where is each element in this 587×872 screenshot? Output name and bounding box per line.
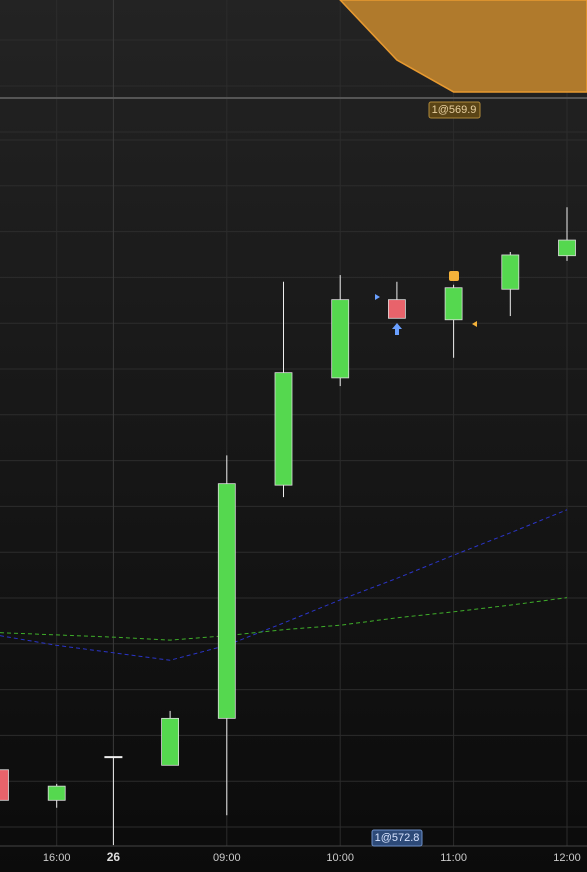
- candle-body: [501, 254, 520, 290]
- order-marker: [449, 271, 459, 281]
- x-tick-label: 26: [107, 850, 121, 864]
- plot: [0, 0, 587, 845]
- x-tick-label: 16:00: [43, 852, 71, 864]
- order-marker: [472, 321, 477, 327]
- candle-body: [274, 372, 293, 486]
- candle-body: [331, 299, 350, 379]
- order-label: 1@572.8: [375, 832, 420, 844]
- candle-body: [161, 717, 180, 766]
- candle-body: [47, 785, 66, 801]
- moving-average: [0, 597, 568, 641]
- x-tick-label: 12:00: [553, 852, 581, 864]
- order-marker: [375, 294, 380, 300]
- x-tick-label: 10:00: [326, 852, 354, 864]
- candle-body: [444, 287, 463, 321]
- area: [339, 0, 587, 93]
- x-tick-label: 11:00: [440, 852, 467, 864]
- order-label: 1@569.9: [432, 104, 477, 116]
- candle-body: [387, 299, 406, 319]
- x-tick-label: 09:00: [213, 852, 241, 864]
- candle-body: [217, 483, 236, 719]
- order-arrow: [392, 323, 402, 335]
- candle-body: [558, 239, 576, 257]
- candle-body: [0, 769, 9, 801]
- order-label-box: [428, 101, 481, 119]
- order-label-box: [371, 829, 423, 847]
